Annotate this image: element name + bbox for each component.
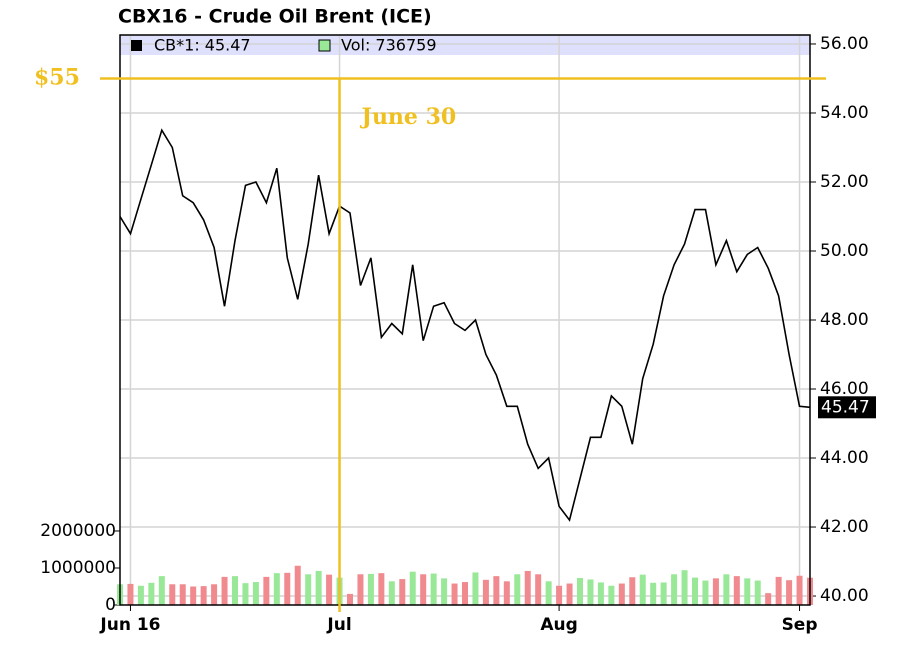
price-line (119, 128, 811, 522)
volume-bar (190, 586, 197, 605)
y2-tick-label: 1000000 (40, 558, 116, 578)
volume-bar (200, 586, 207, 605)
volume-bar (399, 579, 406, 605)
volume-bar (524, 570, 531, 605)
y-tick-label: 54.00 (820, 103, 869, 123)
x-tick-label: Sep (782, 615, 818, 635)
volume-bar (545, 581, 552, 605)
volume-bar (765, 593, 772, 605)
volume-bar (137, 585, 144, 605)
annotation-label: $55 (34, 64, 80, 90)
volume-bar (493, 576, 500, 605)
volume-bar (179, 584, 186, 605)
volume-bar (629, 577, 636, 605)
legend-band (120, 35, 810, 55)
volume-bar (357, 574, 364, 605)
volume-bar (514, 574, 521, 605)
volume-bar (744, 578, 751, 605)
volume-bar (775, 576, 782, 605)
volume-bar (702, 580, 709, 605)
volume-bar (273, 573, 280, 605)
volume-bar (169, 584, 176, 605)
volume-bar (451, 583, 458, 605)
volume-bar (347, 593, 353, 605)
volume-bar (671, 574, 678, 605)
volume-bar (556, 585, 563, 605)
volume-bar (294, 565, 301, 605)
volume-bar (367, 573, 374, 605)
y-tick-label: 44.00 (820, 448, 869, 468)
volume-bar (535, 574, 542, 605)
volume-bar (482, 579, 489, 605)
y-tick-label: 40.00 (820, 586, 869, 606)
last-value-box (818, 396, 876, 419)
volume-bar (221, 576, 228, 605)
volume-bar (242, 583, 249, 605)
volume-bar (566, 583, 573, 605)
volume-bar (472, 572, 479, 605)
volume-bar (305, 574, 312, 605)
y2-tick-label: 0 (105, 595, 116, 615)
volume-bar (158, 576, 165, 605)
volume-bar (462, 582, 468, 605)
volume-bar (284, 572, 291, 605)
y-tick-label: 52.00 (820, 172, 869, 192)
legend-label: Vol: 736759 (341, 36, 437, 55)
volume-bar (639, 574, 646, 605)
y-tick-label: 42.00 (820, 517, 869, 537)
volume-bar (263, 576, 270, 605)
volume-bar (252, 582, 259, 605)
volume-bar (430, 573, 437, 605)
volume-bar (796, 575, 803, 605)
volume-bar (326, 574, 333, 605)
volume-bar (692, 577, 698, 605)
legend-swatch (131, 40, 142, 51)
volume-bar (660, 582, 667, 605)
volume-bar (577, 577, 583, 605)
volume-bar (754, 580, 761, 605)
x-tick-label: Aug (540, 615, 577, 635)
y2-tick-label: 2000000 (40, 521, 116, 541)
y-tick-label: 56.00 (820, 34, 869, 54)
annotation-label: June 30 (360, 104, 457, 130)
volume-bar (315, 570, 322, 605)
volume-bar (378, 573, 385, 605)
chart-title: CBX16 - Crude Oil Brent (ICE) (118, 6, 432, 28)
volume-bar (409, 571, 416, 605)
x-tick-label: Jul (326, 615, 351, 635)
volume-bar (723, 574, 730, 605)
volume-bar (587, 579, 594, 605)
volume-bar (608, 585, 615, 605)
volume-bar (388, 581, 395, 605)
y-tick-label: 46.00 (820, 379, 869, 399)
volume-bar (211, 584, 218, 605)
volume-bar (597, 582, 604, 605)
volume-bar (503, 581, 510, 605)
volume-bar (232, 576, 238, 605)
volume-bar (148, 582, 155, 605)
volume-bar (127, 583, 134, 605)
volume-bar (712, 578, 719, 605)
last-value-label: 45.47 (821, 397, 870, 417)
legend-swatch (318, 39, 331, 52)
volume-bar (650, 582, 657, 605)
volume-bar (786, 580, 793, 605)
volume-bar (420, 574, 427, 605)
plot-frame (119, 34, 811, 606)
y-tick-label: 50.00 (820, 241, 869, 261)
legend-label: CB*1: 45.47 (154, 36, 251, 55)
volume-bar (618, 583, 625, 605)
x-tick-label: Jun 16 (99, 615, 160, 635)
volume-bar (733, 576, 740, 605)
volume-bar (681, 570, 688, 605)
y-tick-label: 48.00 (820, 310, 869, 330)
volume-bar (441, 578, 448, 605)
